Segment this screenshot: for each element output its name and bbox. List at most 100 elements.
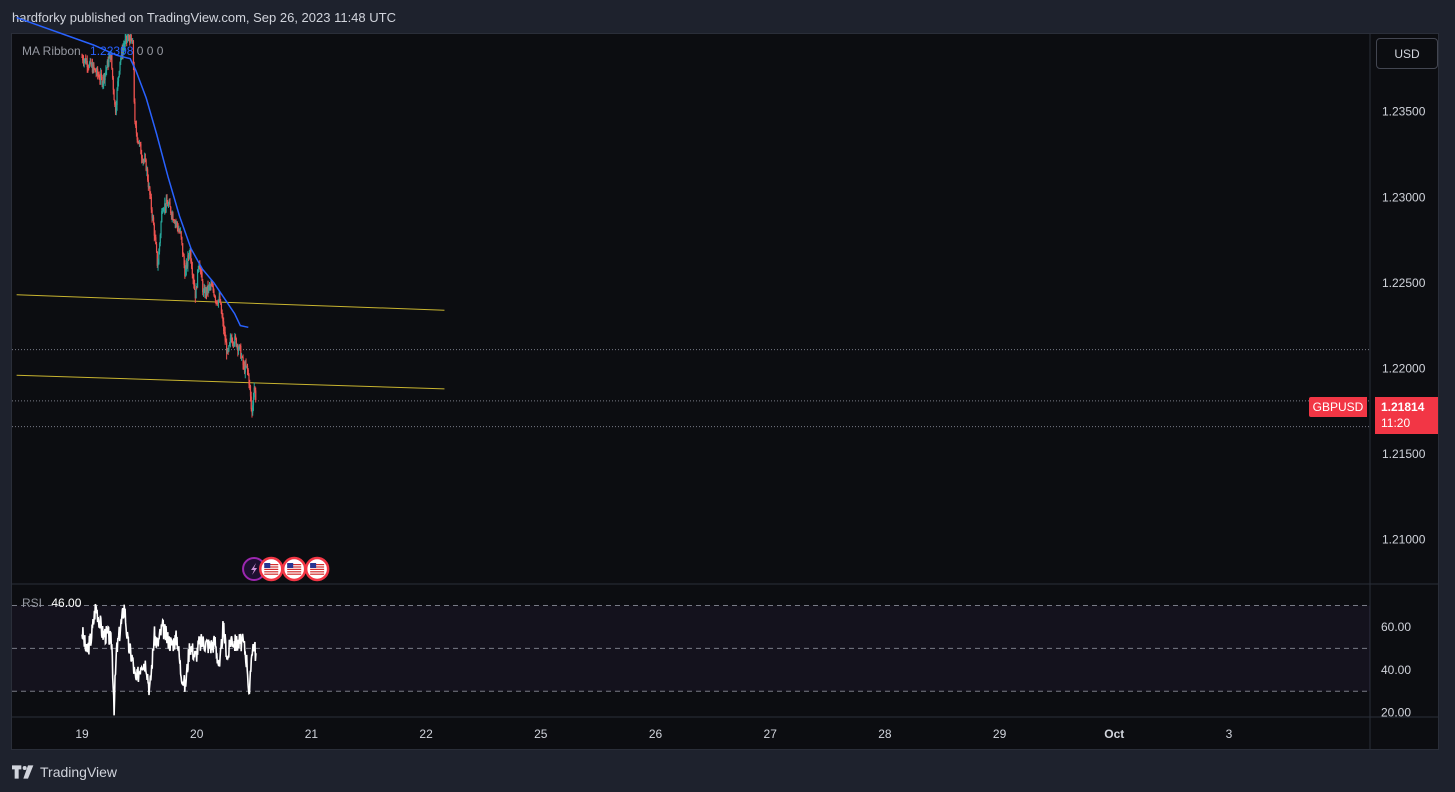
candle-body (234, 336, 237, 339)
candle-body (112, 77, 114, 90)
candle-body (198, 263, 200, 270)
candle-body (105, 70, 107, 74)
candle-body (226, 349, 228, 354)
lightning-glyph (251, 563, 258, 575)
candle-body (223, 330, 226, 332)
candle-body (184, 264, 186, 277)
candle-body (171, 213, 173, 217)
candle-body (110, 55, 112, 60)
candle-body (249, 385, 252, 397)
candle-body (187, 255, 189, 267)
candle-body (253, 387, 255, 398)
candle-body (217, 303, 219, 305)
trendline (16, 374, 445, 390)
candle-body (202, 280, 204, 293)
candle-body (228, 345, 230, 351)
candle-body (103, 75, 105, 84)
rsi-legend-name: RSI (22, 596, 43, 610)
footer-brand[interactable]: TradingView (12, 762, 117, 782)
candle-body (188, 255, 190, 257)
candle-body (181, 237, 183, 244)
top-bar: hardforky published on TradingView.com, … (0, 0, 1455, 33)
time-tick-label: 28 (878, 727, 892, 741)
flag-stripe (264, 571, 279, 573)
candle-body (99, 79, 101, 81)
candle-body (176, 222, 178, 224)
candle-body (214, 297, 217, 301)
candle-body (86, 61, 88, 68)
ma-legend-name: MA Ribbon (22, 44, 81, 58)
publish-info: hardforky published on TradingView.com, … (12, 10, 396, 25)
candle-body (108, 58, 110, 66)
candle-body (229, 342, 231, 346)
time-tick-label: 3 (1226, 727, 1233, 741)
candle-body (97, 68, 99, 75)
candle-body (179, 231, 182, 233)
candle-body (197, 269, 199, 271)
candle-body (183, 256, 185, 265)
candle-body (168, 202, 170, 204)
candle-body (164, 203, 167, 209)
us-flag-icon[interactable] (281, 556, 307, 582)
us-flag-icon[interactable] (259, 556, 284, 582)
candle-body (233, 343, 235, 345)
flag-stripe (310, 568, 325, 570)
candle-body (153, 224, 155, 236)
candle-body (250, 396, 252, 409)
trendline (16, 294, 445, 311)
candle-body (180, 231, 182, 238)
candle-body (103, 75, 105, 81)
us-flag-icon[interactable] (304, 556, 330, 582)
candle-body (191, 267, 193, 275)
candle-body (114, 104, 117, 113)
candle-body (239, 345, 241, 347)
candle-body (165, 199, 167, 209)
candle-body (123, 46, 125, 49)
candle-body (195, 287, 197, 299)
candle-body (201, 272, 203, 281)
candle-body (106, 67, 108, 71)
price-tick-label: 1.21500 (1382, 447, 1426, 461)
candle-body (227, 349, 229, 351)
ma-ribbon-legend[interactable]: MA Ribbon 1.22398 0 0 0 (22, 44, 163, 58)
candle-body (98, 75, 100, 80)
candle-body (85, 58, 87, 64)
candle-body (141, 154, 143, 159)
candle-body (97, 74, 100, 76)
currency-button[interactable]: USD (1376, 38, 1438, 69)
candle-body (175, 221, 177, 224)
candle-body (199, 269, 202, 271)
candle-body (154, 235, 156, 238)
candle-body (211, 284, 213, 287)
candle-body (244, 363, 246, 373)
candle-body (152, 217, 154, 219)
candle-body (240, 356, 243, 359)
time-tick-label: Oct (1104, 727, 1124, 741)
candle-body (251, 408, 253, 413)
time-tick-label: 29 (993, 727, 1007, 741)
candle-body (167, 203, 169, 207)
candle-body (152, 217, 155, 225)
rsi-legend-value: 46.00 (51, 596, 82, 610)
candle-body (114, 100, 116, 105)
candle-body (255, 390, 257, 401)
candle-body (167, 203, 170, 207)
candle-body (161, 210, 164, 212)
candle-body (245, 363, 247, 367)
candle-body (92, 64, 94, 73)
candle-body (217, 299, 220, 305)
candle-body (208, 285, 210, 292)
candle-body (235, 338, 237, 347)
candle-body (179, 230, 181, 233)
chart-frame[interactable] (11, 33, 1439, 750)
rsi-legend[interactable]: RSI 46.00 (22, 596, 81, 610)
bar-countdown: 11:20 (1381, 416, 1411, 430)
candle-body (94, 68, 96, 70)
price-tick-label: 1.22500 (1382, 276, 1426, 290)
candle-body (126, 35, 128, 41)
candle-body (196, 287, 198, 289)
candle-body (218, 296, 220, 300)
candle-body (127, 35, 129, 39)
candle-body (100, 73, 102, 77)
